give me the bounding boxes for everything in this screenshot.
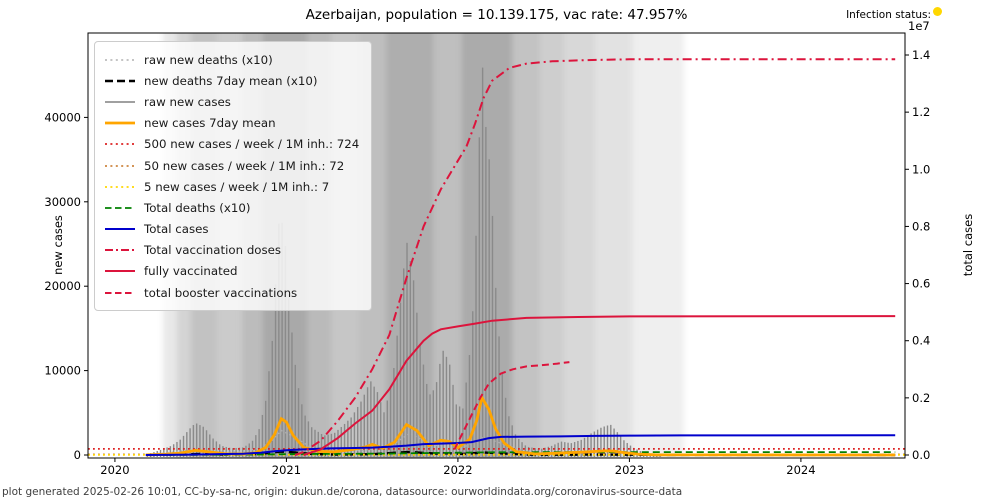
series-fully-vaccinated <box>303 315 896 456</box>
svg-text:2021: 2021 <box>272 463 301 477</box>
plot-attribution-footer: plot generated 2025-02-26 10:01, CC-by-s… <box>2 486 683 498</box>
series-total-vaccination-doses <box>294 58 896 456</box>
svg-text:1.4: 1.4 <box>912 48 930 62</box>
legend-item-threshold-500: 500 new cases / week / 1M inh.: 724 <box>105 134 359 155</box>
plot-border <box>87 32 906 459</box>
legend-line-sample <box>105 117 135 129</box>
left-axis-label: new cases <box>51 215 65 275</box>
svg-text:20000: 20000 <box>44 279 81 293</box>
legend-item-new-deaths-7day-mean: new deaths 7day mean (x10) <box>105 70 359 91</box>
svg-text:0.6: 0.6 <box>912 277 930 291</box>
right-axis-label: total cases <box>961 213 975 277</box>
legend-item-new-cases-7day-mean: new cases 7day mean <box>105 113 359 134</box>
legend-line-sample <box>105 287 135 299</box>
svg-text:0.4: 0.4 <box>912 334 930 348</box>
legend-line-sample <box>105 96 135 108</box>
legend-line-sample <box>105 265 135 277</box>
series-new-cases-7day-mean <box>145 393 896 457</box>
axis-tick-labels: 2020 2021 2022 2023 2024 0 10000 20000 30000 4000… <box>44 48 930 477</box>
legend-item-fully-vaccinated: fully vaccinated <box>105 261 359 282</box>
svg-text:2023: 2023 <box>615 463 644 477</box>
legend-line-sample <box>105 160 135 172</box>
series-new-deaths-7day-mean-x10- <box>149 450 896 457</box>
legend-line-sample <box>105 54 135 66</box>
legend-line-sample <box>105 75 135 87</box>
axis-ticks <box>84 54 909 462</box>
legend-item-total-vaccination-doses: Total vaccination doses <box>105 240 359 261</box>
legend-item-threshold-50: 50 new cases / week / 1M inh.: 72 <box>105 155 359 176</box>
svg-text:10000: 10000 <box>44 364 81 378</box>
legend-item-raw-new-cases: raw new cases <box>105 91 359 112</box>
legend-line-sample <box>105 181 135 193</box>
svg-text:0.8: 0.8 <box>912 219 930 233</box>
svg-text:2022: 2022 <box>443 463 472 477</box>
right-axis-offset-label: 1e7 <box>908 19 930 33</box>
svg-text:0: 0 <box>74 448 81 462</box>
chart-title: Azerbaijan, population = 10.139.175, vac… <box>305 7 688 23</box>
svg-text:2024: 2024 <box>786 463 815 477</box>
legend-item-total-deaths: Total deaths (x10) <box>105 197 359 218</box>
legend-line-sample <box>105 138 135 150</box>
legend-item-raw-new-deaths: raw new deaths (x10) <box>105 49 359 70</box>
series-total-booster-vaccinations <box>453 361 570 450</box>
legend-item-total-cases: Total cases <box>105 219 359 240</box>
legend-line-sample <box>105 202 135 214</box>
legend-item-total-booster-vaccinations: total booster vaccinations <box>105 282 359 303</box>
svg-text:1.0: 1.0 <box>912 162 930 176</box>
raw-new-cases-bars <box>146 67 661 458</box>
svg-text:30000: 30000 <box>44 195 81 209</box>
svg-text:2020: 2020 <box>100 463 129 477</box>
legend-item-threshold-5: 5 new cases / week / 1M inh.: 7 <box>105 176 359 197</box>
svg-text:1.2: 1.2 <box>912 105 930 119</box>
svg-text:40000: 40000 <box>44 110 81 124</box>
svg-text:0.2: 0.2 <box>912 391 930 405</box>
series-total-cases <box>145 434 896 456</box>
infection-status-label: Infection status: <box>846 9 931 21</box>
legend-line-sample <box>105 223 135 235</box>
data-series-lines <box>88 58 905 457</box>
chart-legend: raw new deaths (x10) new deaths 7day mea… <box>94 41 373 312</box>
legend-line-sample <box>105 244 135 256</box>
infection-status-marker-dot <box>933 7 942 16</box>
infection-status: Infection status: <box>846 7 942 21</box>
svg-text:0.0: 0.0 <box>912 448 930 462</box>
